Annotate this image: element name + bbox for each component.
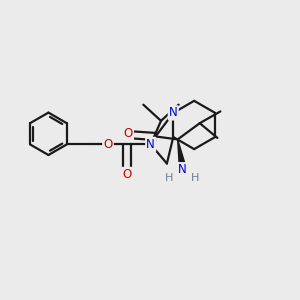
Text: N: N <box>169 106 178 119</box>
Text: H: H <box>165 173 173 183</box>
Polygon shape <box>178 140 185 165</box>
Text: O: O <box>103 138 112 151</box>
Text: O: O <box>124 127 133 140</box>
Text: O: O <box>122 168 132 181</box>
Text: N: N <box>146 138 155 151</box>
Text: N: N <box>178 163 187 176</box>
Text: H: H <box>191 173 200 183</box>
